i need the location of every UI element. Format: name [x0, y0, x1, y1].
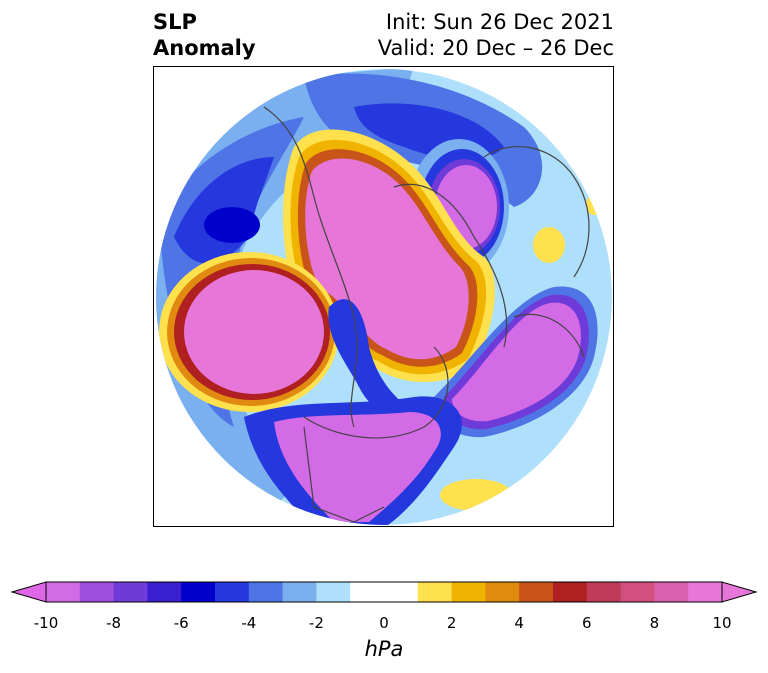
colorbar-segment	[451, 582, 486, 602]
colorbar-unit: hPa	[364, 637, 404, 661]
low-tongue	[328, 299, 424, 421]
colorbar-tick-label: 6	[582, 614, 592, 632]
colorbar-tick-label: 8	[649, 614, 660, 632]
colorbar-tick-label: 0	[379, 614, 389, 632]
title-block: SLP Anomaly	[153, 9, 256, 61]
colorbar-segment	[553, 582, 588, 602]
colorbar-segment	[417, 582, 453, 602]
colorbar-segment	[113, 582, 148, 602]
colorbar-under-arrow	[10, 581, 47, 603]
colorbar-segment	[586, 582, 622, 602]
anomaly-map-svg	[156, 69, 612, 525]
colorbar-segment	[215, 582, 250, 602]
high-pacific-core	[184, 270, 324, 394]
variable-title: SLP	[153, 10, 197, 34]
colorbar-tick-label: 4	[514, 614, 524, 632]
colorbar-segment	[350, 582, 385, 602]
colorbar-segment	[316, 582, 351, 602]
valid-range: Valid: 20 Dec – 26 Dec	[377, 36, 614, 60]
colorbar-segment	[654, 582, 689, 602]
colorbar-segment	[485, 582, 520, 602]
high-patch-europe	[533, 227, 565, 263]
polar-map	[153, 66, 614, 527]
date-block: Init: Sun 26 Dec 2021 Valid: 20 Dec – 26…	[378, 9, 614, 61]
colorbar-segment	[384, 582, 419, 602]
low-west-pacific	[204, 207, 260, 243]
high-atlantic-core	[452, 302, 581, 422]
colorbar-segment	[282, 582, 317, 602]
colorbar-tick-label: -8	[106, 614, 122, 632]
low-namerica-core	[274, 412, 441, 522]
colorbar-tick-label: 2	[446, 614, 457, 632]
high-patch-atlantic	[440, 479, 512, 511]
colorbar-segment	[147, 582, 182, 602]
colorbar-segment	[688, 582, 723, 602]
colorbar	[10, 581, 758, 603]
colorbar-tick-label: -10	[33, 614, 59, 632]
colorbar-segment	[181, 582, 216, 602]
colorbar-segment	[46, 582, 81, 602]
anomaly-subtitle: Anomaly	[153, 36, 256, 60]
init-date: Init: Sun 26 Dec 2021	[385, 10, 614, 34]
colorbar-tick-label: 10	[712, 614, 732, 632]
colorbar-tick-label: -6	[173, 614, 189, 632]
colorbar-outline	[45, 581, 723, 603]
colorbar-segment	[620, 582, 655, 602]
colorbar-segment	[248, 582, 284, 602]
colorbar-tick-label: -4	[241, 614, 257, 632]
coastlines	[263, 106, 590, 523]
colorbar-over-arrow	[721, 581, 758, 603]
colorbar-segments	[46, 582, 723, 602]
colorbar-segment	[79, 582, 115, 602]
colorbar-segment	[519, 582, 554, 602]
colorbar-tick-label: -2	[308, 614, 324, 632]
